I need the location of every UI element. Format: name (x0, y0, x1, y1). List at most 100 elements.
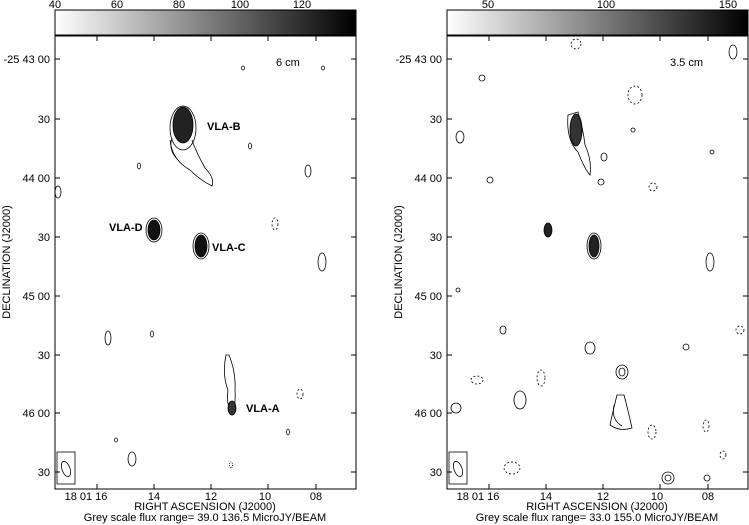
contour (150, 330, 154, 338)
contour (271, 217, 279, 231)
y-tick-label: 30 (430, 114, 442, 126)
y-tick-label: 46 00 (414, 408, 442, 420)
contour (503, 461, 521, 475)
contour (241, 65, 245, 71)
panel-3-5cm: 50 100 150 (393, 0, 749, 524)
contours-3-5cm (448, 38, 745, 485)
x-tick-label: 18 01 16 (457, 491, 500, 503)
y-tick-label: 44 00 (22, 173, 50, 185)
contour (703, 474, 711, 482)
contour (600, 152, 608, 162)
x-tick-label: 14 (148, 491, 160, 503)
colorbar-ticks: 50 100 150 (482, 0, 737, 11)
contour (584, 341, 596, 355)
contour (647, 424, 657, 440)
contour (192, 232, 210, 260)
contour (455, 287, 461, 293)
beam-ellipse (60, 460, 72, 478)
contour (735, 325, 745, 335)
plot-frame (446, 35, 749, 490)
contour (317, 252, 327, 272)
contour (618, 367, 626, 377)
contours-6cm (54, 65, 327, 485)
x-tick-label: 18 01 16 (65, 491, 108, 503)
x-tick-label: 14 (540, 491, 552, 503)
colorbar (54, 9, 357, 36)
contour (609, 394, 633, 430)
colorbar-tick-label: 120 (293, 0, 311, 11)
colorbar-tick-label: 80 (173, 0, 185, 11)
contour (612, 404, 623, 427)
colorbar (446, 9, 749, 36)
panel-6cm: 40 60 80 100 120 (1, 0, 357, 524)
contour (728, 44, 738, 60)
contour (169, 139, 214, 187)
source-vla-d (147, 219, 161, 241)
y-tick-label: 30 (38, 350, 50, 362)
colorbar-ticks: 40 60 80 100 120 (49, 0, 311, 11)
colorbar-tick-label: 100 (597, 0, 615, 11)
contour (229, 461, 233, 469)
source-label: VLA-C (212, 242, 246, 254)
beam-box (448, 451, 468, 485)
contour (54, 185, 62, 199)
x-tick-label: 12 (205, 491, 217, 503)
contour (615, 364, 629, 380)
y-axis: -25 43 00 30 44 00 30 45 00 30 46 00 30 (4, 54, 356, 479)
contour (513, 390, 527, 410)
contour (137, 162, 141, 170)
contour (170, 137, 179, 161)
y-tick-label: 30 (38, 114, 50, 126)
contour (304, 164, 312, 178)
contour (709, 149, 715, 155)
contour (486, 176, 494, 184)
source-label: VLA-B (207, 121, 241, 133)
x-tick-label: 10 (259, 491, 271, 503)
contour (499, 325, 507, 335)
y-tick-label: -25 43 00 (396, 54, 442, 66)
y-tick-label: 45 00 (22, 291, 50, 303)
beam-ellipse (452, 460, 464, 478)
contour (286, 428, 290, 436)
contour (597, 178, 605, 186)
y-tick-label: 30 (38, 232, 50, 244)
contour (648, 182, 658, 192)
x-axis: 18 01 16 14 12 10 08 (457, 36, 714, 503)
x-tick-label: 10 (651, 491, 663, 503)
colorbar-tick-label: 150 (719, 0, 737, 11)
y-tick-label: 46 00 (22, 408, 50, 420)
contour (570, 38, 582, 50)
y-axis-title: DECLINATION (J2000) (393, 205, 405, 319)
contour (682, 343, 690, 351)
contour (127, 451, 137, 467)
source-vla-b-core (172, 106, 194, 144)
y-axis: -25 43 00 30 44 00 30 45 00 30 46 00 30 (396, 54, 748, 479)
x-tick-label: 12 (597, 491, 609, 503)
colorbar-tick-label: 50 (482, 0, 494, 11)
y-tick-label: 30 (38, 467, 50, 479)
contour (104, 330, 112, 346)
y-tick-label: 30 (430, 467, 442, 479)
plot-frame (54, 35, 357, 490)
flux-range-footer: Grey scale flux range= 39.0 136.5 MicroJ… (84, 512, 326, 524)
colorbar-tick-label: 40 (49, 0, 61, 11)
contour (586, 232, 602, 260)
contour (702, 419, 710, 433)
y-tick-label: 30 (430, 232, 442, 244)
band-label: 6 cm (276, 57, 300, 69)
contour (661, 471, 675, 485)
colorbar-tick-label: 100 (231, 0, 249, 11)
contour (450, 402, 462, 414)
contour (567, 111, 591, 176)
contour (470, 375, 484, 385)
y-tick-label: -25 43 00 (4, 54, 50, 66)
y-axis-title: DECLINATION (J2000) (1, 205, 13, 319)
contour (478, 74, 486, 82)
source-contour (588, 234, 600, 258)
contour (455, 130, 465, 144)
source-vla-c (194, 234, 208, 258)
contour (719, 450, 727, 460)
source-label: VLA-A (246, 403, 280, 415)
y-tick-label: 30 (430, 350, 442, 362)
